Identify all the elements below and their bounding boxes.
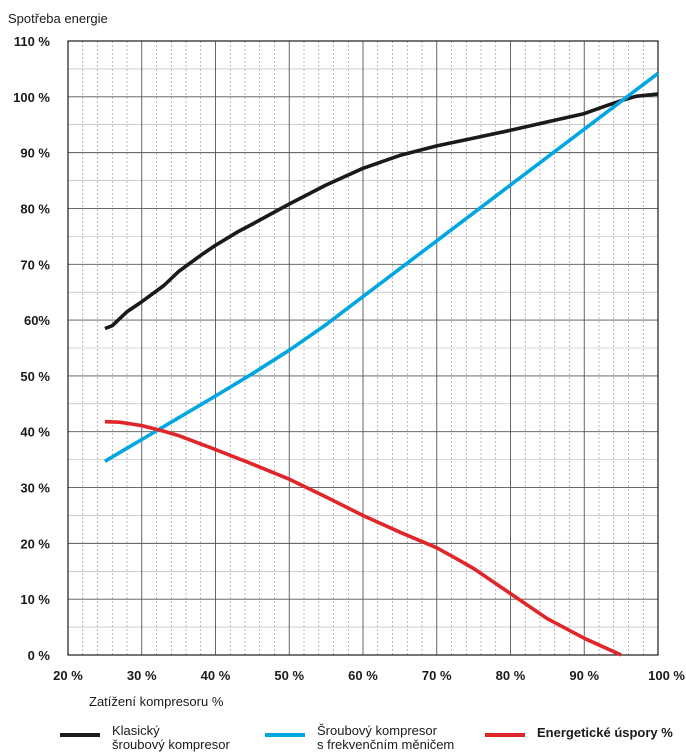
y-axis-label: Spotřeba energie — [8, 11, 108, 26]
x-tick-label: 40 % — [201, 668, 231, 683]
y-tick-label: 90 % — [20, 146, 50, 161]
legend-swatch — [265, 733, 305, 737]
x-tick-label: 60 % — [348, 668, 378, 683]
y-tick-label: 100 % — [13, 90, 50, 105]
series-line-1 — [103, 71, 660, 463]
legend-label: Šroubový kompresor s frekvenčním měničem — [317, 723, 455, 752]
legend-swatch — [485, 733, 525, 737]
x-tick-label: 20 % — [53, 668, 83, 683]
x-tick-label: 30 % — [127, 668, 157, 683]
series-line-2 — [104, 419, 622, 657]
y-tick-label: 20 % — [20, 536, 50, 551]
x-tick-label: 50 % — [274, 668, 304, 683]
y-tick-label: 70 % — [20, 257, 50, 272]
x-tick-label: 70 % — [422, 668, 452, 683]
legend-swatch — [60, 733, 100, 737]
y-tick-label: 80 % — [20, 201, 50, 216]
y-tick-label: 0 % — [28, 648, 51, 663]
y-tick-label: 10 % — [20, 592, 50, 607]
y-tick-label: 40 % — [20, 425, 50, 440]
x-tick-label: 100 % — [648, 668, 685, 683]
series-line-0 — [104, 92, 659, 331]
x-axis-label: Zatížení kompresoru % — [89, 694, 224, 709]
x-tick-label: 80 % — [496, 668, 526, 683]
legend: Klasický šroubový kompresor Šroubový komp… — [0, 720, 686, 755]
legend-label: Klasický šroubový kompresor — [112, 723, 230, 752]
plot-area: 0 % 10 % 20 % 30 % 40 % 50 % 60% 70 % 80 % 90 % 10… — [13, 34, 685, 683]
y-tick-label: 30 % — [20, 481, 50, 496]
y-tick-label: 110 % — [14, 34, 51, 49]
y-tick-label: 50 % — [20, 369, 50, 384]
x-tick-label: 90 % — [569, 668, 599, 683]
legend-label: Energetické úspory % — [537, 725, 673, 740]
y-tick-label: 60% — [24, 313, 50, 328]
plot-frame — [67, 40, 659, 656]
